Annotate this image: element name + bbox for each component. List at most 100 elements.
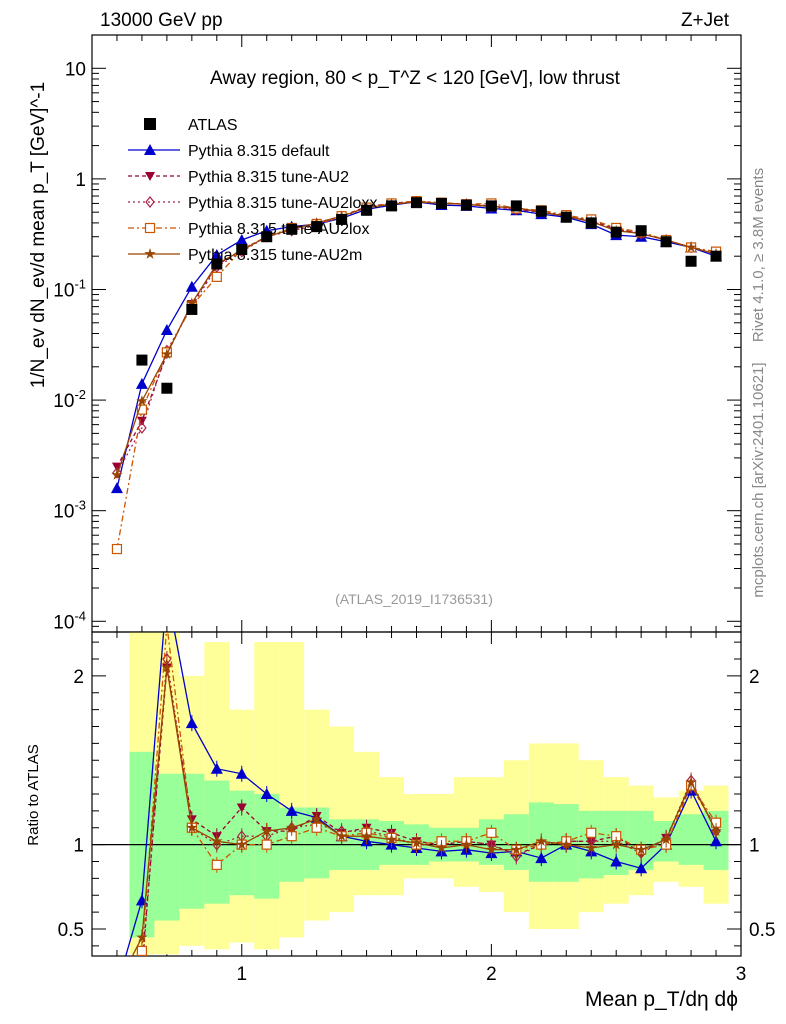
series-3-point (111, 543, 123, 555)
series-4-ratio-point (335, 830, 348, 842)
ratio-series (125, 632, 723, 978)
ratio-tick-label: 1 (73, 836, 84, 857)
atlas-data-point (685, 255, 697, 267)
atlas-data-point (411, 197, 422, 209)
series-4-ratio-point (635, 843, 647, 855)
y-axis-label: 1/N_ev dN_ev/d mean p_T [GeV]^-1 (28, 82, 49, 388)
atlas-data-point (236, 243, 248, 255)
legend-label: Pythia 8.315 tune-AU2lox (188, 221, 369, 238)
series-4-ratio-point (186, 821, 198, 833)
series-0-ratio-point (710, 835, 723, 847)
legend: ATLAS Pythia 8.315 default Pythia 8.315 tu… (128, 117, 377, 264)
series-4-point (136, 395, 148, 406)
series-4-ratio-point (535, 835, 548, 847)
y-tick-label: 10-4 (53, 608, 86, 633)
atlas-data-point (535, 205, 547, 217)
series-3-ratio-point (486, 827, 497, 838)
series-0-ratio-point (210, 762, 223, 774)
series-4-ratio-point (211, 835, 223, 847)
series-0-ratio-point (635, 862, 648, 874)
atlas-data-point (710, 250, 722, 262)
series-3-point (136, 404, 148, 415)
mcplots-label: mcplots.cern.ch [arXiv:2401.10621] (750, 362, 767, 597)
series-1-line (116, 200, 717, 468)
atlas-data (136, 197, 722, 394)
series-2-point (112, 466, 122, 479)
legend-label-atlas: ATLAS (188, 117, 238, 134)
series-1-ratio-point (236, 803, 247, 813)
series-4-ratio-point (560, 838, 572, 850)
series-0-point (135, 377, 148, 389)
series-0-point (185, 280, 198, 292)
atlas-data-point (261, 231, 273, 243)
atlas-data-point (136, 354, 148, 366)
legend-label: Pythia 8.315 default (188, 143, 330, 160)
series-4-point (161, 348, 173, 360)
series-4-point (685, 241, 697, 253)
atlas-data-point (660, 236, 672, 248)
x-tick-label: 3 (736, 964, 747, 985)
series-4-ratio-point (161, 661, 173, 673)
atlas-data-point (485, 200, 497, 212)
y-tick-label: 10-2 (53, 387, 86, 412)
atlas-data-point (610, 226, 622, 238)
series-4-ratio-point (261, 825, 273, 836)
series-0-point (235, 234, 248, 246)
ratio-tick-label-right: 1 (749, 836, 760, 857)
energy-label: 13000 GeV pp (100, 10, 223, 31)
legend-marker (145, 196, 155, 208)
atlas-data-point (161, 382, 173, 394)
series-4-point (186, 297, 198, 309)
atlas-data-point (460, 199, 472, 211)
atlas-data-point (336, 213, 348, 225)
atlas-data-point (510, 200, 522, 212)
x-tick-label: 1 (236, 964, 247, 985)
series-3-ratio-point (586, 827, 597, 838)
series-0-line (116, 201, 717, 489)
series-4-point (111, 469, 123, 480)
series-4-ratio-point (685, 776, 697, 788)
series-0-ratio-point (185, 717, 198, 729)
series-4-ratio-point (610, 838, 622, 850)
series-0-point (160, 324, 173, 336)
series-0-ratio-point (260, 788, 273, 799)
ratio-y-axis-label: Ratio to ATLAS (25, 744, 42, 845)
legend-label: Pythia 8.315 tune-AU2loxx (188, 195, 377, 212)
green-band (154, 773, 180, 921)
series-4-ratio-point (510, 843, 523, 855)
legend-label: Pythia 8.315 tune-AU2 (188, 169, 349, 186)
analysis-label: (ATLAS_2019_I1736531) (335, 591, 493, 607)
series-4-ratio-point (360, 830, 373, 842)
series-4-ratio-point (485, 843, 498, 855)
series-4-ratio-point (710, 825, 722, 836)
x-axis-label: Mean p_T/dη dϕ (585, 988, 738, 1011)
x-tick-label: 2 (486, 964, 497, 985)
series-0-ratio-point (535, 852, 548, 864)
ratio-bands (129, 632, 729, 955)
series-0-ratio-point (285, 804, 298, 816)
y-tick-label: 10-3 (53, 498, 86, 523)
main-panel: 10-4 10-3 10-2 10-1 1 10 (53, 34, 742, 956)
series-0-point (110, 482, 123, 494)
series-4-ratio-point (460, 838, 473, 850)
series-1-ratio-point (137, 962, 147, 971)
series-2-ratio-point (138, 968, 146, 978)
atlas-data-point (186, 303, 198, 315)
series-4-ratio-point (236, 838, 248, 850)
legend-marker (144, 144, 156, 155)
green-band (678, 814, 704, 865)
series-4-ratio-point (285, 821, 298, 833)
atlas-data-point (211, 258, 223, 270)
legend-marker (144, 222, 156, 234)
ratio-tick-label-right: 2 (749, 667, 760, 688)
ratio-tick-label: 0.5 (58, 920, 84, 941)
series-3-ratio-point (261, 839, 272, 850)
atlas-data-point (286, 223, 298, 235)
ratio-panel: 1 2 3 0.5 0.5 1 1 2 2 (58, 631, 775, 985)
series-4-ratio-point (660, 833, 672, 845)
atlas-data-point (311, 221, 323, 233)
atlas-data-point (635, 225, 647, 237)
plot-title: Away region, 80 < p_T^Z < 120 [GeV], low… (210, 68, 621, 89)
series-4-ratio-point (385, 833, 398, 845)
